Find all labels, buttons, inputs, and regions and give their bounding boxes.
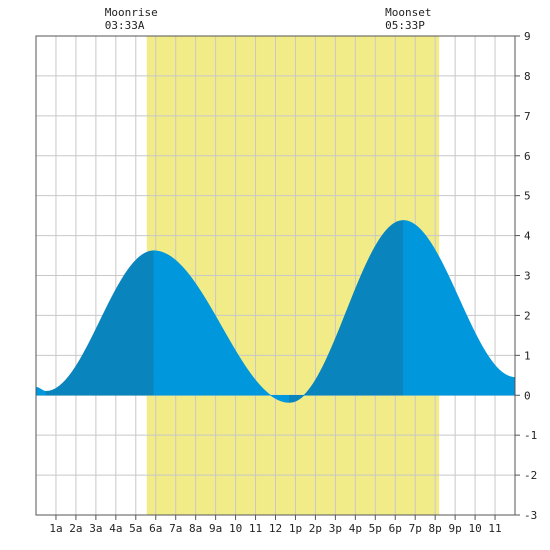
x-tick-label: 8a [189, 522, 202, 535]
x-tick-label: 9a [209, 522, 222, 535]
tide-segment-rising [289, 220, 404, 403]
x-axis-ticks: 1a 2a 3a 4a 5a 6a 7a 8a 9a 10 11 12 1p 2p 3p 4p 5p 6p 7p 8p… [49, 515, 502, 535]
tide-segment-falling [153, 250, 290, 403]
x-tick-label: 6p [389, 522, 402, 535]
x-tick-label: 4a [109, 522, 122, 535]
y-tick-label: 1 [524, 349, 531, 362]
y-tick-label: 2 [524, 309, 531, 322]
x-tick-label: 10 [468, 522, 481, 535]
x-tick-label: 8p [429, 522, 442, 535]
y-tick-label: -1 [524, 429, 537, 442]
x-tick-label: 4p [349, 522, 362, 535]
x-tick-label: 7a [169, 522, 182, 535]
tide-segment-rising [45, 250, 155, 396]
x-tick-label: 5a [129, 522, 142, 535]
x-tick-label: 7p [409, 522, 422, 535]
x-tick-label: 6a [149, 522, 162, 535]
y-tick-label: 7 [524, 110, 531, 123]
x-tick-label: 3p [329, 522, 342, 535]
y-tick-label: 9 [524, 30, 531, 43]
x-tick-label: 2p [309, 522, 322, 535]
y-axis-ticks: -3 -2 -1 0 1 2 3 4 5 6 7 8 9 [515, 30, 537, 522]
x-tick-label: 11 [249, 522, 262, 535]
x-tick-label: 3a [89, 522, 102, 535]
x-tick-label: 12 [269, 522, 282, 535]
tide-segment-falling [402, 220, 516, 396]
y-tick-label: -3 [524, 509, 537, 522]
x-tick-label: 11 [488, 522, 501, 535]
y-tick-label: 0 [524, 389, 531, 402]
moonset-label: Moonset [385, 6, 431, 19]
x-tick-label: 1a [49, 522, 62, 535]
moonset-time: 05:33P [385, 19, 425, 32]
y-tick-label: 5 [524, 190, 531, 203]
x-tick-label: 9p [449, 522, 462, 535]
y-tick-label: 3 [524, 270, 531, 283]
x-tick-label: 10 [229, 522, 242, 535]
y-tick-label: 4 [524, 230, 531, 243]
y-tick-label: 8 [524, 70, 531, 83]
y-tick-label: -2 [524, 469, 537, 482]
x-tick-label: 1p [289, 522, 302, 535]
tide-segment-falling [35, 386, 47, 396]
y-tick-label: 6 [524, 150, 531, 163]
tide-area [35, 220, 516, 403]
x-tick-label: 5p [369, 522, 382, 535]
moonrise-label: Moonrise [105, 6, 158, 19]
moonrise-time: 03:33A [105, 19, 145, 32]
x-tick-label: 2a [69, 522, 82, 535]
